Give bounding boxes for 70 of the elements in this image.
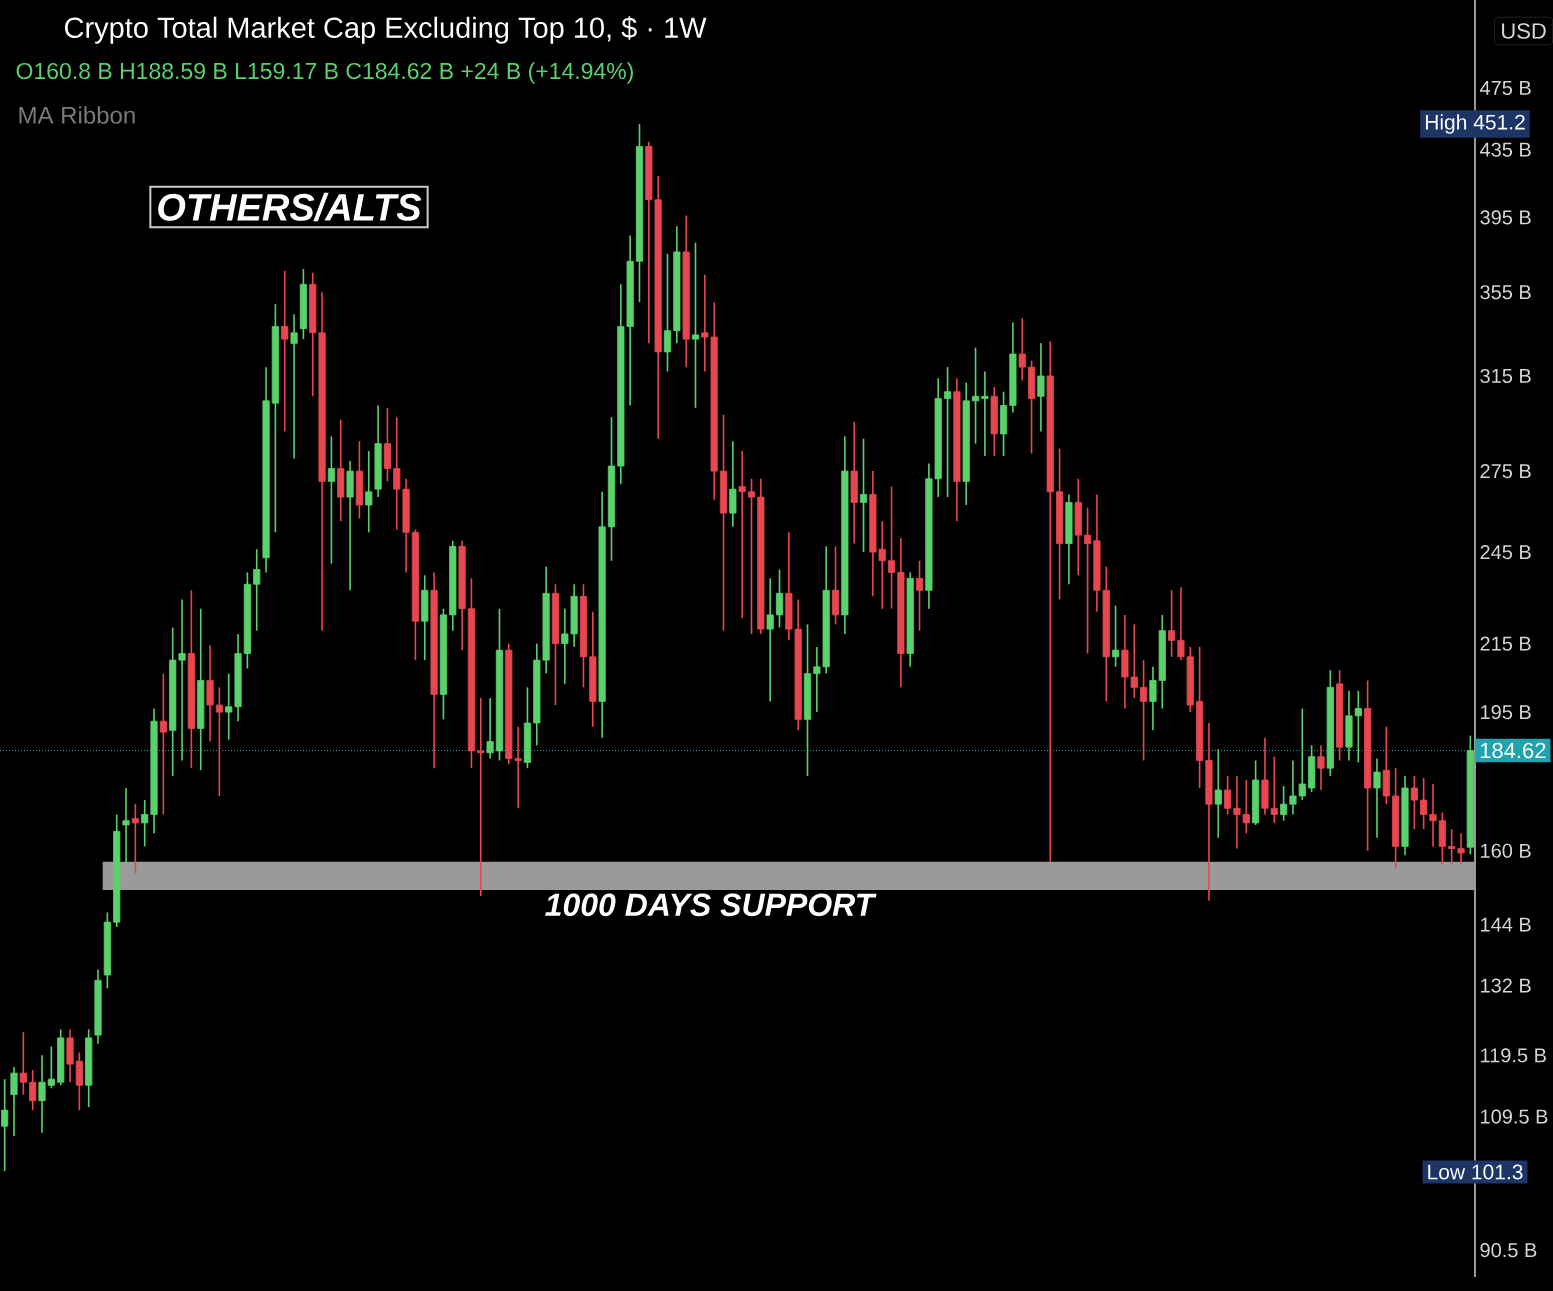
y-tick-label: 315 B (1480, 368, 1531, 384)
candlestick (47, 1045, 55, 1090)
candlestick (738, 450, 746, 619)
candlestick (1214, 748, 1222, 839)
candlestick (1018, 317, 1026, 382)
candlestick (1, 1078, 9, 1172)
candlestick (1448, 828, 1456, 865)
candlestick (981, 370, 989, 457)
y-tick-label: 132 B (1481, 978, 1531, 993)
candlestick (1280, 785, 1288, 822)
candlestick (29, 1069, 37, 1111)
y-tick-label: 195 B (1481, 705, 1531, 720)
annotation: Low 101.3 (1428, 1164, 1523, 1180)
y-tick-label: 275 B (1480, 464, 1531, 479)
y-tick-label: 109.5 B (1481, 1109, 1548, 1124)
candlestick (1317, 744, 1325, 791)
ref-line-label: 184.62 (1480, 742, 1546, 759)
y-tick-label: 435 B (1479, 142, 1531, 157)
y-tick-label: 144 B (1481, 917, 1531, 932)
y-tick-label: 245 B (1480, 545, 1531, 560)
y-tick-label: 395 B (1480, 210, 1531, 225)
annotation: MA Ribbon (19, 106, 135, 124)
annotation: High 451.2 (1425, 114, 1525, 134)
candlestick (729, 440, 737, 528)
candlestick (1084, 506, 1092, 655)
candlestick (365, 450, 373, 534)
candlestick (477, 697, 485, 897)
y-tick-label: 160 B (1481, 843, 1531, 858)
candlestick (290, 313, 298, 460)
candlestick (1457, 832, 1465, 865)
candlestick (38, 1054, 46, 1134)
band-label: 1000 DAYS SUPPORT (545, 893, 877, 917)
candlestick (887, 485, 896, 610)
annotation: OTHERS/ALTS (158, 192, 422, 222)
candlestick (10, 1066, 18, 1137)
candlestick (327, 435, 335, 565)
candlestick (281, 270, 289, 433)
candlestick (663, 253, 672, 373)
y-tick-label: 119.5 B (1481, 1048, 1546, 1063)
candlestick (19, 1031, 27, 1096)
y-tick-label: 475 B (1479, 81, 1531, 95)
candlestick (122, 787, 130, 865)
candlestick (1224, 775, 1232, 816)
text: O160.8 B H188.59 B L159.17 B C184.62 B +24 B (+14.94%) (16, 62, 633, 84)
candlestick (253, 548, 261, 632)
candlestick (775, 568, 784, 629)
candlestick (915, 559, 924, 632)
candlestick (1168, 589, 1176, 658)
candlestick (859, 437, 868, 553)
candlestick (943, 366, 952, 498)
candlestick (1112, 604, 1120, 668)
y-tick-label: 355 B (1480, 285, 1531, 300)
candlestick (971, 346, 980, 445)
candlestick (691, 241, 700, 409)
candlestick (1373, 757, 1381, 839)
candlestick (215, 686, 223, 797)
candlestick (159, 672, 167, 816)
candlestick (1140, 659, 1148, 762)
y-tick-label: 215 B (1480, 636, 1531, 651)
text: Crypto Total Market Cap Excluding Top 10, $ · 1W (65, 16, 707, 44)
y-tick-label: 90.5 B (1480, 1243, 1537, 1258)
candlestick (486, 697, 494, 760)
candlestick (1420, 777, 1428, 831)
text: USD (1502, 23, 1546, 39)
candlestick (1037, 342, 1045, 433)
candlestick (1429, 783, 1437, 848)
candlestick (1410, 775, 1418, 831)
candlestick (131, 803, 139, 874)
candlestick (766, 577, 774, 703)
candlestick (747, 477, 756, 635)
